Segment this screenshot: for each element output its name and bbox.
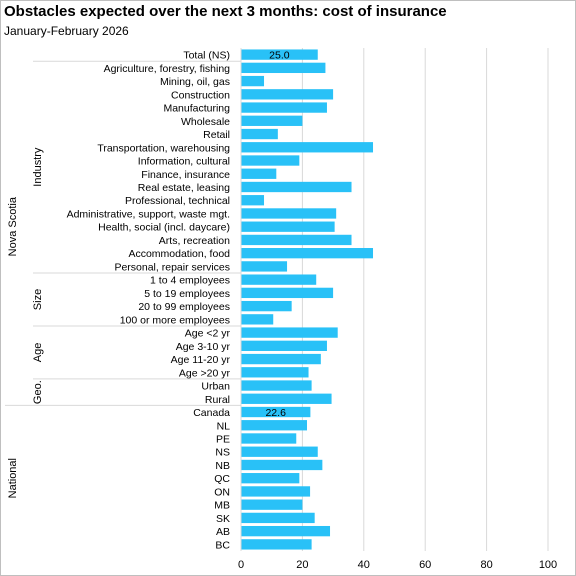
category-label: Administrative, support, waste mgt. [67,208,230,220]
bar [241,525,331,537]
category-label: Urban [201,381,230,393]
bar [241,340,327,351]
category-label: Age >20 yr [179,367,231,379]
x-tick-label: 40 [358,559,370,571]
bar [241,380,312,391]
bar [241,406,311,418]
bar [241,208,337,219]
category-label: 1 to 4 employees [150,275,230,287]
bar [241,89,334,100]
subgroup-label: Industry [32,147,44,187]
category-label: Transportation, warehousing [97,142,230,154]
bar [241,102,327,113]
bar [241,433,297,444]
category-label: BC [215,539,230,551]
subgroup-label: Geo. [32,380,44,404]
category-label: Arts, recreation [159,235,230,247]
category-label: Personal, repair services [114,261,230,273]
category-label: Age 3-10 yr [176,341,231,353]
category-label: Rural [205,394,230,406]
bar [241,499,303,510]
bar [241,155,300,166]
group-label: National [7,458,19,498]
category-label: Construction [171,89,230,101]
chart-title: Obstacles expected over the next 3 month… [4,3,447,20]
data-label: 22.6 [265,407,286,419]
bar [241,248,374,259]
category-label: Age 11-20 yr [171,354,231,366]
x-tick-label: 100 [539,559,557,571]
bar [241,300,292,312]
group-label: Nova Scotia [7,196,19,256]
bar [241,261,288,272]
category-label: Wholesale [181,116,230,128]
bar [241,168,277,179]
category-label: Retail [203,129,230,141]
category-label: Agriculture, forestry, fishing [104,63,231,75]
data-label: 25.0 [269,50,290,62]
bar [241,234,352,246]
category-label: Mining, oil, gas [160,76,230,88]
category-label: Manufacturing [163,103,230,115]
x-tick-label: 60 [419,559,431,571]
bar [241,486,311,497]
category-label: 100 or more employees [120,314,230,326]
bar [241,75,265,87]
category-label: Professional, technical [125,195,230,207]
category-label: Finance, insurance [141,169,230,181]
subgroup-label: Size [32,289,44,310]
bar [241,274,317,285]
bar [241,473,300,484]
bar [241,367,309,378]
bar [241,314,274,325]
bar [241,512,315,524]
bar [241,353,321,365]
category-label: Information, cultural [138,156,230,168]
category-label: NS [215,447,230,459]
x-tick-label: 0 [238,559,244,571]
bar [241,115,303,126]
category-label: NB [215,460,230,472]
bar [241,287,334,299]
bar [241,62,326,74]
bar [241,446,318,457]
category-label: PE [216,433,230,445]
category-label: QC [214,473,230,485]
category-label: NL [217,420,231,432]
bar [241,181,352,193]
category-label: 5 to 19 employees [144,288,230,300]
bar [241,142,374,153]
bar [241,459,323,471]
bar [241,327,338,338]
category-label: ON [214,486,230,498]
bar [241,221,335,232]
bar [241,539,312,550]
category-label: Accommodation, food [128,248,230,260]
category-label: Age <2 yr [185,328,231,340]
category-label: Real estate, leasing [138,182,230,194]
category-label: Health, social (incl. daycare) [98,222,230,234]
category-label: Canada [193,407,230,419]
bar [241,420,308,431]
bar [241,393,332,404]
bar [241,49,318,60]
category-label: AB [216,526,230,538]
category-label: SK [216,513,230,525]
x-tick-label: 20 [296,559,308,571]
category-label: MB [214,500,230,512]
bar [241,128,278,140]
chart-subtitle: January-February 2026 [4,24,129,38]
x-tick-label: 80 [480,559,492,571]
category-label: 20 to 99 employees [138,301,230,313]
category-label: Total (NS) [183,50,230,62]
subgroup-label: Age [32,343,44,363]
bar [241,195,265,206]
